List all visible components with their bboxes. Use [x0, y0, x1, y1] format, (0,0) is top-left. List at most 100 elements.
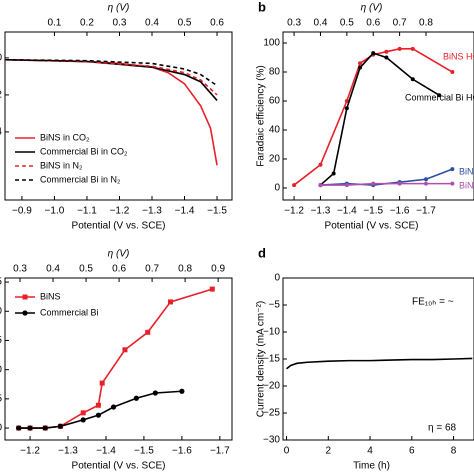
x-axis-label: Potential (V vs. SCE) [325, 221, 419, 232]
x-tick-label: −1.1 [77, 206, 97, 217]
series-line [5, 58, 218, 101]
y-axis-label: Faradaic efficiency (%) [256, 65, 267, 167]
x-tick-label: −1.2 [284, 206, 304, 217]
legend-label: Commercial Bi in N₂ [40, 174, 121, 184]
marker [450, 167, 455, 172]
y-tick-label: −4 [0, 127, 2, 138]
y-tick-label: 0 [274, 273, 280, 284]
marker [145, 329, 151, 335]
y-tick-label: 5 [0, 393, 2, 404]
marker [152, 390, 158, 396]
top-tick-label: 0.3 [287, 18, 301, 29]
marker [80, 417, 86, 423]
x-tick-label: −1.3 [58, 446, 78, 457]
marker [384, 49, 389, 54]
y-tick-label: 25 [0, 277, 2, 288]
series-label: Commercial Bi HC [405, 92, 474, 102]
x-tick-label: −0.9 [12, 206, 32, 217]
top-tick-label: 0.4 [46, 264, 60, 275]
y-tick-label: 10 [0, 364, 2, 375]
marker [168, 299, 174, 305]
top-tick-label: 0.6 [366, 18, 380, 29]
legend-marker [22, 294, 28, 300]
marker [318, 162, 323, 167]
legend-marker [22, 310, 28, 316]
x-axis-label: Potential (V vs. SCE) [72, 221, 166, 232]
plot-area [286, 357, 473, 370]
annotation: η = 68 [428, 423, 457, 434]
x-tick-label: −1.4 [337, 206, 357, 217]
plot-area [5, 58, 218, 166]
marker [122, 347, 128, 353]
series-line [18, 390, 182, 429]
marker [95, 402, 101, 408]
x-tick-label: −1.5 [134, 446, 154, 457]
marker [133, 395, 139, 401]
top-tick-label: 0.6 [112, 264, 126, 275]
x-tick-label: −1.5 [363, 206, 383, 217]
marker [450, 70, 455, 75]
marker [344, 98, 349, 103]
marker [27, 425, 33, 431]
top-tick-label: 0.9 [211, 264, 225, 275]
x-axis-label: Time (h) [353, 461, 390, 472]
y-tick-label: 0 [0, 53, 2, 64]
x-tick-label: −1.5 [207, 206, 227, 217]
marker [292, 183, 297, 188]
top-axis-label: η (V) [108, 249, 130, 260]
y-tick-label: 0 [0, 423, 2, 434]
top-axis-label: η (V) [108, 3, 130, 14]
marker [358, 61, 363, 66]
top-tick-label: 0.5 [178, 18, 192, 29]
top-tick-label: 0.1 [47, 18, 61, 29]
marker [384, 55, 389, 60]
marker [423, 177, 428, 182]
x-tick-label: −1.4 [175, 206, 195, 217]
y-tick-label: −20 [263, 381, 280, 392]
panel-label: b [258, 0, 266, 14]
top-tick-label: 0.2 [80, 18, 94, 29]
top-tick-label: 0.7 [145, 264, 159, 275]
marker [423, 181, 428, 186]
x-tick-label: −1.2 [20, 446, 40, 457]
x-tick-label: −1.6 [390, 206, 410, 217]
marker [80, 410, 86, 416]
y-tick-label: 20 [269, 154, 281, 165]
marker [358, 65, 363, 70]
y-tick-label: −5 [269, 300, 281, 311]
plot-area [16, 286, 215, 431]
top-tick-label: 0.4 [145, 18, 159, 29]
x-tick-label: −1.7 [210, 446, 230, 457]
y-axis-label: Current density (mA cm⁻²) [256, 301, 267, 417]
x-axis-label: Potential (V vs. SCE) [72, 461, 166, 472]
x-tick-label: −1.3 [142, 206, 162, 217]
x-tick-label: −1.0 [45, 206, 65, 217]
series-label: BiNS HC [443, 51, 474, 61]
marker [95, 412, 101, 418]
series-label: BiN [459, 166, 474, 176]
x-tick-label: 2 [326, 446, 332, 457]
series-line [286, 357, 473, 370]
series-line [5, 58, 218, 87]
top-tick-label: 0.5 [340, 18, 354, 29]
series-line [5, 58, 218, 96]
marker [344, 183, 349, 188]
legend-label: BiNS [40, 291, 61, 301]
y-tick-label: 15 [0, 335, 2, 346]
legend-label: Commercial Bi [40, 307, 99, 317]
y-tick-label: −10 [263, 327, 280, 338]
legend-label: BiNS in CO₂ [40, 132, 90, 142]
x-tick-label: 4 [367, 446, 373, 457]
top-tick-label: 0.5 [79, 264, 93, 275]
marker [318, 183, 323, 188]
annotation: FE₁₀ₕ = ~ [412, 297, 454, 308]
top-tick-label: 0.8 [178, 264, 192, 275]
series-line [319, 52, 440, 186]
x-tick-label: −1.4 [96, 446, 116, 457]
plot-frame [4, 277, 233, 441]
x-tick-label: −1.6 [172, 446, 192, 457]
marker [397, 46, 402, 51]
y-tick-label: 60 [269, 96, 281, 107]
plot-area [292, 46, 455, 188]
y-tick-label: −15 [263, 354, 280, 365]
